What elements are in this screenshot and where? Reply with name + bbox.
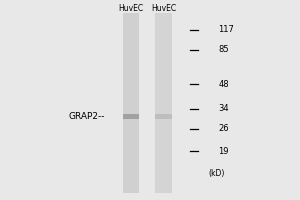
Text: 34: 34: [218, 104, 229, 113]
Bar: [122, 114, 139, 119]
Text: GRAP2--: GRAP2--: [69, 112, 105, 121]
Text: 48: 48: [218, 80, 229, 89]
Text: HuvEC: HuvEC: [118, 4, 143, 13]
Bar: [155, 13, 172, 193]
Bar: [122, 13, 139, 193]
Text: (kD): (kD): [208, 169, 224, 178]
Text: 85: 85: [218, 45, 229, 54]
Text: 19: 19: [218, 147, 229, 156]
Text: 117: 117: [218, 25, 234, 34]
Text: 26: 26: [218, 124, 229, 133]
Bar: [155, 114, 172, 119]
Text: HuvEC: HuvEC: [151, 4, 176, 13]
